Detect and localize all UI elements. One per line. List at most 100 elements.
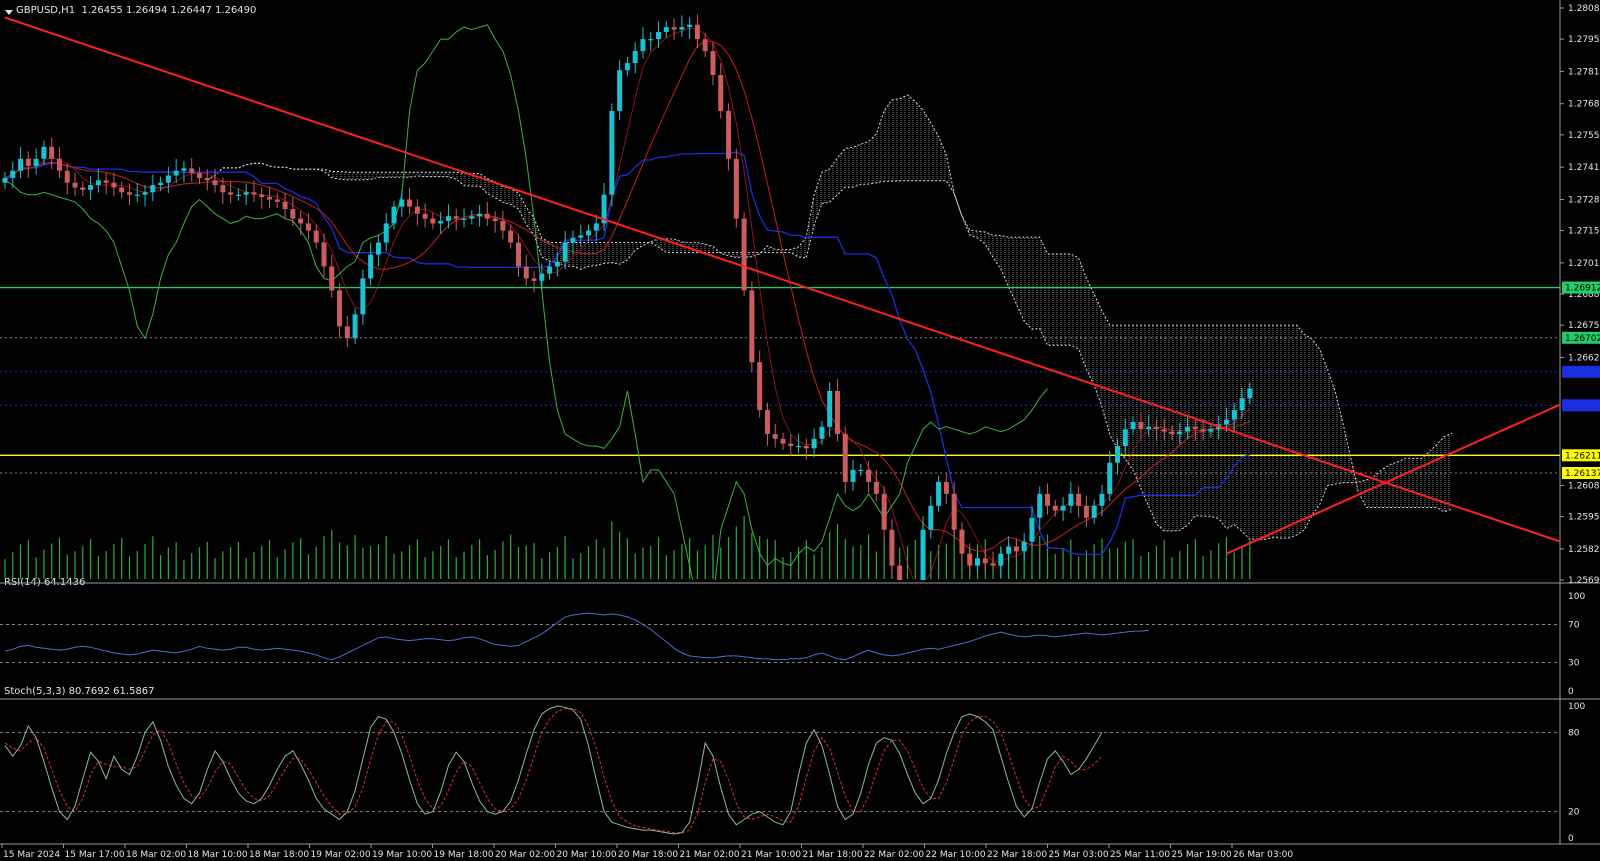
candle-body (834, 390, 840, 435)
price-tick-label: 1.27680 (1568, 100, 1600, 110)
candle-body (189, 168, 195, 174)
candle-body (165, 175, 171, 183)
stoch-label: Stoch(5,3,3) 80.7692 61.5867 (4, 686, 155, 697)
candle-body (601, 194, 607, 224)
price-badge-label: 1.26137 (1565, 469, 1600, 479)
rsi-tick-label: 70 (1568, 621, 1580, 631)
candle-body (1068, 493, 1074, 506)
rsi-tick-label: 0 (1568, 687, 1574, 697)
candle-body (1060, 505, 1066, 511)
time-tick-label: 19 Mar 02:00 (311, 850, 371, 860)
candle-body (1122, 429, 1128, 446)
candle-body (1037, 493, 1043, 518)
candle-body (959, 529, 965, 554)
symbol-dropdown-icon[interactable] (5, 10, 13, 15)
price-tick-label: 1.25690 (1568, 576, 1600, 586)
price-badge (1562, 449, 1600, 462)
candle-body (142, 192, 148, 195)
time-tick-label: 20 Mar 10:00 (557, 850, 617, 860)
candle-body (484, 213, 490, 219)
candle-body (570, 237, 576, 243)
time-tick-label: 15 Mar 2024 (3, 850, 60, 860)
candle-body (492, 218, 498, 222)
time-tick-label: 20 Mar 02:00 (495, 850, 555, 860)
candle-body (780, 438, 786, 444)
time-tick-label: 15 Mar 17:00 (65, 850, 125, 860)
candle-body (150, 185, 156, 193)
candle-body (1231, 410, 1237, 420)
price-badge (1562, 281, 1600, 294)
candle-body (764, 410, 770, 435)
candle-body (1045, 493, 1051, 506)
candle-body (515, 242, 521, 267)
price-tick-label: 1.27015 (1568, 259, 1600, 269)
candle-body (1153, 426, 1159, 430)
candle-body (352, 314, 358, 339)
candle-body (80, 187, 86, 190)
price-badge-label: 1.26211 (1565, 451, 1600, 461)
candle-body (1200, 429, 1206, 432)
candle-body (407, 199, 413, 207)
candle-body (329, 266, 335, 291)
candle-body (741, 218, 747, 291)
candle-body (539, 273, 545, 281)
candle-body (523, 266, 529, 279)
candle-body (1115, 445, 1121, 463)
candle-body (375, 242, 381, 255)
candle-body (819, 426, 825, 439)
candle-body (586, 230, 591, 236)
candle-body (913, 602, 918, 626)
price-tick-label: 1.26885 (1568, 290, 1600, 300)
candle-body (640, 39, 646, 52)
candle-body (718, 75, 724, 111)
candle-body (126, 192, 132, 195)
candle-body (2, 177, 8, 183)
candle-body (694, 24, 700, 40)
candle-body (1013, 546, 1019, 552)
stoch-tick-label: 0 (1568, 834, 1574, 844)
price-badge (1562, 399, 1600, 412)
candle-body (663, 27, 669, 32)
candle-body (41, 146, 47, 159)
candle-body (928, 505, 934, 530)
candle-body (1223, 419, 1229, 425)
kijun-sen-line (4, 151, 1251, 556)
price-tick-label: 1.26620 (1568, 353, 1600, 363)
candle-body (220, 185, 226, 193)
candle-body (1029, 517, 1035, 542)
candle-body (796, 445, 802, 448)
candle-body (461, 218, 467, 220)
stoch-signal-line (4, 708, 1103, 834)
symbol-name: GBPUSD,H1 (16, 5, 76, 16)
price-badge-label: 1.26702 (1565, 334, 1600, 344)
candle-body (445, 216, 451, 222)
candle-body (873, 481, 879, 494)
candle-body (290, 209, 296, 219)
candle-body (710, 51, 716, 76)
candle-body (430, 218, 436, 224)
candle-body (158, 182, 164, 186)
candle-body (267, 197, 273, 200)
time-tick-label: 26 Mar 03:00 (1233, 850, 1293, 860)
candle-body (477, 213, 483, 217)
candle-body (212, 180, 218, 186)
time-tick-label: 25 Mar 03:00 (1049, 850, 1109, 860)
candle-body (414, 206, 420, 214)
candle-body (1006, 546, 1012, 554)
candle-body (360, 278, 366, 315)
price-badge-label: 1.26912 (1565, 284, 1600, 294)
candle-body (1169, 431, 1175, 435)
candle-body (1185, 426, 1191, 432)
time-tick-label: 22 Mar 02:00 (864, 850, 924, 860)
candle-body (33, 158, 39, 166)
candle-body (850, 469, 856, 482)
price-tick-label: 1.27950 (1568, 35, 1600, 45)
candle-body (1091, 505, 1097, 518)
time-tick-label: 21 Mar 02:00 (680, 850, 740, 860)
candle-body (181, 168, 187, 171)
candle-body (578, 235, 584, 238)
candle-body (298, 218, 304, 224)
candle-body (1083, 505, 1089, 518)
candle-body (1177, 431, 1183, 435)
